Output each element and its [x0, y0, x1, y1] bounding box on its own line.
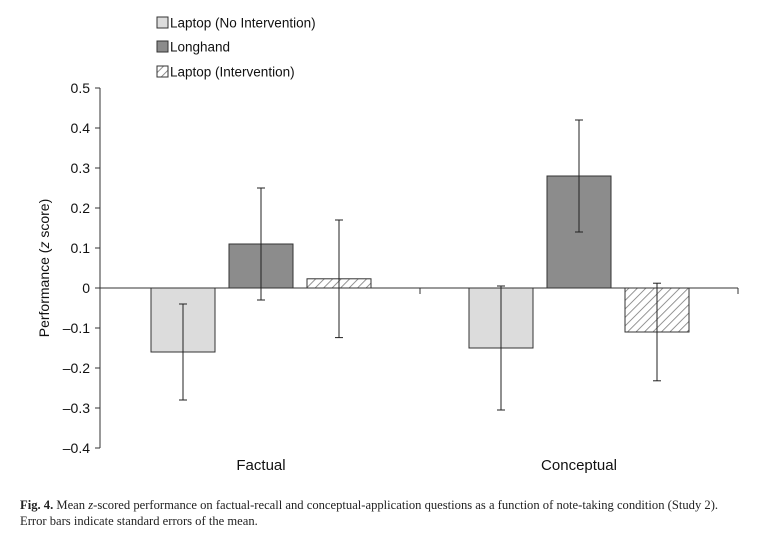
y-tick-label: –0.1 — [63, 320, 90, 336]
caption-text-1: Mean — [53, 498, 89, 512]
legend-item-laptop-intervention: Laptop (Intervention) — [156, 65, 295, 80]
y-tick-label: 0.1 — [71, 240, 91, 256]
error-bar-conceptual-laptop-no-intervention — [497, 285, 505, 411]
caption-italic-z: z — [88, 498, 94, 512]
caption-figure-label: Fig. 4. — [20, 498, 54, 512]
y-tick-label: 0.3 — [71, 160, 91, 176]
y-axis-label-suffix: score) — [36, 199, 52, 242]
error-bar-factual-laptop-no-intervention — [179, 303, 187, 401]
y-tick-label: 0.2 — [71, 200, 91, 216]
error-bar-conceptual-laptop-intervention — [653, 282, 661, 382]
legend-swatch-laptop-intervention — [156, 65, 169, 78]
legend-label-laptop-no-intervention: Laptop (No Intervention) — [170, 16, 316, 31]
y-axis-label-prefix: Performance ( — [36, 248, 52, 337]
legend-item-longhand: Longhand — [156, 40, 230, 55]
y-axis-label: Performance (z score) — [36, 199, 52, 338]
legend-swatch-longhand — [156, 40, 169, 53]
y-tick-label: –0.2 — [63, 360, 90, 376]
y-axis-label-italic: z — [36, 242, 52, 250]
bar-chart: Laptop (No Intervention) Longhand Laptop… — [36, 16, 739, 474]
legend: Laptop (No Intervention) Longhand Laptop… — [156, 16, 316, 80]
legend-label-longhand: Longhand — [170, 40, 230, 55]
figure-caption: Fig. 4. Mean z-scored performance on fac… — [20, 497, 745, 529]
error-bar-conceptual-longhand — [575, 119, 583, 233]
y-tick-label: 0.5 — [71, 80, 91, 96]
error-bar-factual-laptop-intervention — [335, 219, 343, 339]
legend-item-laptop-no-intervention: Laptop (No Intervention) — [156, 16, 316, 31]
y-axis-ticks: 0.5 0.4 0.3 0.2 0.1 0 –0.1 –0.2 –0.3 –0.4 — [63, 80, 100, 456]
legend-label-laptop-intervention: Laptop (Intervention) — [170, 65, 295, 80]
error-bar-factual-longhand — [257, 187, 265, 301]
bars — [150, 175, 690, 353]
x-category-label-conceptual: Conceptual — [541, 457, 617, 474]
x-axis-ticks — [419, 288, 739, 294]
x-category-label-factual: Factual — [236, 457, 285, 474]
legend-swatch-laptop-no-intervention — [156, 16, 169, 29]
y-tick-label: 0.4 — [71, 120, 91, 136]
y-tick-label: –0.4 — [63, 440, 90, 456]
caption-text-2: -scored performance on factual-recall an… — [20, 498, 719, 528]
y-tick-label: –0.3 — [63, 400, 90, 416]
y-tick-label: 0 — [82, 280, 90, 296]
error-bars — [179, 119, 661, 411]
